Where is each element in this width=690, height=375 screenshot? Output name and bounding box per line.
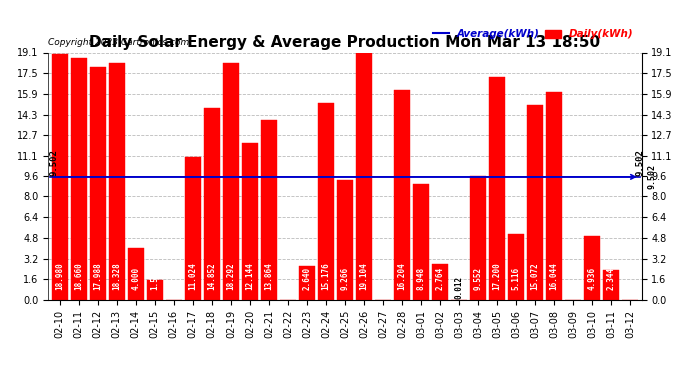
Text: 1.556: 1.556 xyxy=(150,267,159,290)
Bar xyxy=(70,58,87,300)
Bar xyxy=(356,53,372,300)
Bar xyxy=(128,248,144,300)
Bar xyxy=(527,105,543,300)
Bar xyxy=(185,157,201,300)
Bar xyxy=(603,270,620,300)
Bar xyxy=(299,266,315,300)
Bar xyxy=(470,176,486,300)
Text: 14.852: 14.852 xyxy=(208,262,217,290)
Text: Copyright 2023 Cartronics.com: Copyright 2023 Cartronics.com xyxy=(48,38,190,46)
Text: 18.292: 18.292 xyxy=(226,262,235,290)
Text: 2.640: 2.640 xyxy=(302,267,311,290)
Text: 11.024: 11.024 xyxy=(188,262,197,290)
Bar xyxy=(204,108,220,300)
Text: 19.104: 19.104 xyxy=(359,262,368,290)
Text: 9.502: 9.502 xyxy=(648,164,657,189)
Text: 9.552: 9.552 xyxy=(473,267,482,290)
Text: 18.980: 18.980 xyxy=(55,262,64,290)
Text: 13.864: 13.864 xyxy=(264,262,273,290)
Bar xyxy=(261,120,277,300)
Text: 2.764: 2.764 xyxy=(435,267,444,290)
Bar xyxy=(394,90,410,300)
Bar xyxy=(109,63,125,300)
Text: 9.266: 9.266 xyxy=(340,267,350,290)
Text: 16.044: 16.044 xyxy=(550,262,559,290)
Bar xyxy=(241,142,258,300)
Text: 15.072: 15.072 xyxy=(531,262,540,290)
Text: 18.660: 18.660 xyxy=(75,262,83,290)
Text: 15.176: 15.176 xyxy=(322,262,331,290)
Bar xyxy=(546,92,562,300)
Bar xyxy=(223,63,239,300)
Bar xyxy=(337,180,353,300)
Bar xyxy=(90,67,106,300)
Bar xyxy=(489,77,505,300)
Text: 16.204: 16.204 xyxy=(397,262,406,290)
Text: 9.502: 9.502 xyxy=(635,149,644,176)
Legend: Average(kWh), Daily(kWh): Average(kWh), Daily(kWh) xyxy=(433,29,633,39)
Text: 4.000: 4.000 xyxy=(131,267,140,290)
Bar xyxy=(432,264,448,300)
Bar xyxy=(52,54,68,300)
Bar xyxy=(318,104,334,300)
Text: 9.502: 9.502 xyxy=(50,149,59,176)
Text: 8.948: 8.948 xyxy=(417,267,426,290)
Bar xyxy=(147,280,163,300)
Text: 12.144: 12.144 xyxy=(246,262,255,290)
Title: Daily Solar Energy & Average Production Mon Mar 13 18:50: Daily Solar Energy & Average Production … xyxy=(90,35,600,50)
Text: 5.116: 5.116 xyxy=(512,267,521,290)
Bar xyxy=(413,184,429,300)
Text: 2.344: 2.344 xyxy=(607,267,615,290)
Text: 17.200: 17.200 xyxy=(493,262,502,290)
Text: 0.012: 0.012 xyxy=(455,275,464,298)
Text: 18.328: 18.328 xyxy=(112,262,121,290)
Bar xyxy=(508,234,524,300)
Bar xyxy=(584,236,600,300)
Text: 17.988: 17.988 xyxy=(93,262,102,290)
Text: 4.936: 4.936 xyxy=(588,267,597,290)
